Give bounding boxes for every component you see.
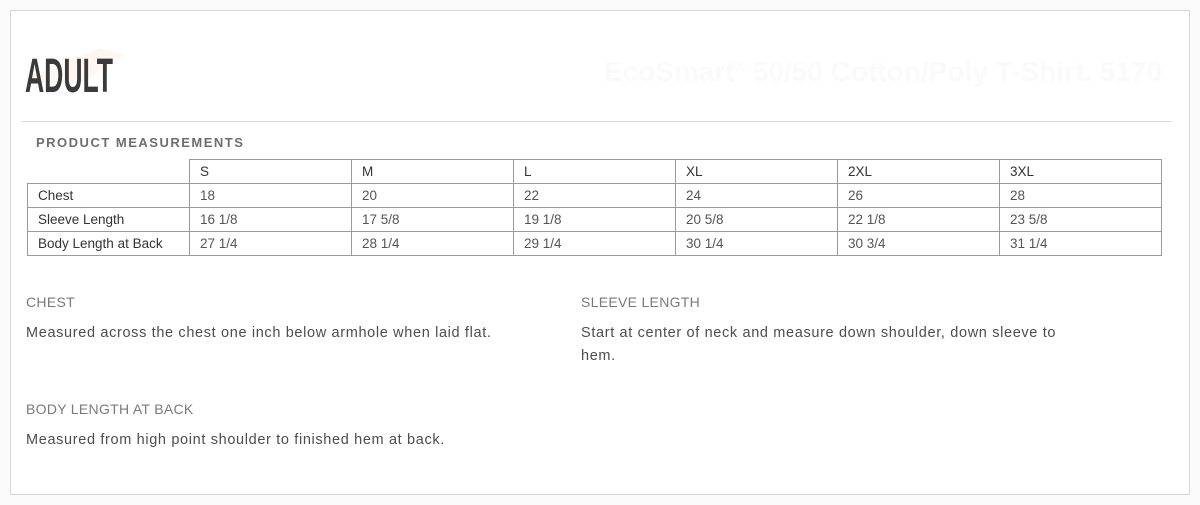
svg-text:ADULT: ADULT <box>25 50 113 103</box>
